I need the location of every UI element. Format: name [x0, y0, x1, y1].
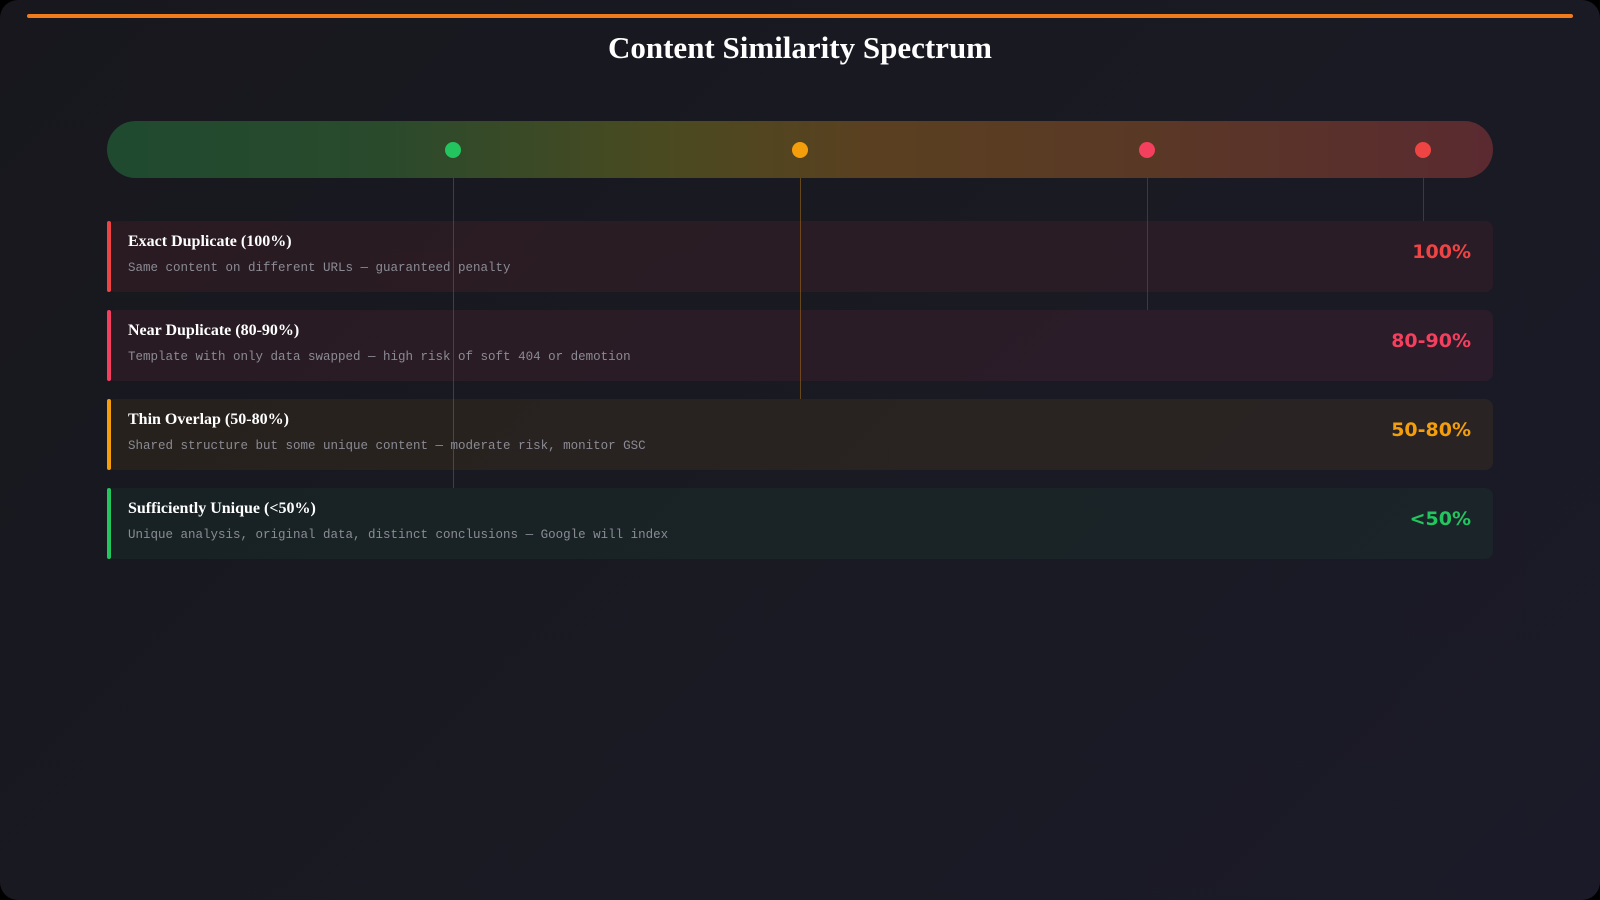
- tier-card-sufficiently-unique: Sufficiently Unique (<50%) Unique analys…: [107, 488, 1493, 559]
- connector-unique: [453, 178, 454, 488]
- tier-description: Unique analysis, original data, distinct…: [128, 528, 669, 542]
- tier-accent: [107, 488, 111, 559]
- marker-exact: [1415, 142, 1431, 158]
- tier-accent: [107, 310, 111, 381]
- tier-heading: Sufficiently Unique (<50%): [128, 500, 316, 517]
- tier-accent: [107, 221, 111, 292]
- tier-card-exact-duplicate: Exact Duplicate (100%) Same content on d…: [107, 221, 1493, 292]
- connector-near: [1147, 178, 1148, 310]
- accent-line: [27, 14, 1573, 18]
- marker-near: [1139, 142, 1155, 158]
- tier-heading: Thin Overlap (50-80%): [128, 411, 289, 428]
- tier-accent: [107, 399, 111, 470]
- page-title: Content Similarity Spectrum: [607, 30, 993, 65]
- tier-heading: Near Duplicate (80-90%): [128, 322, 300, 339]
- tier-description: Same content on different URLs — guarant…: [128, 261, 511, 275]
- marker-unique: [445, 142, 461, 158]
- tier-card-thin-overlap: Thin Overlap (50-80%) Shared structure b…: [107, 399, 1493, 470]
- tier-percent: 80-90%: [1391, 330, 1471, 352]
- tier-description: Template with only data swapped — high r…: [128, 350, 631, 364]
- marker-thin: [792, 142, 808, 158]
- tier-percent: 50-80%: [1391, 419, 1471, 441]
- connector-exact: [1423, 178, 1424, 221]
- tier-card-near-duplicate: Near Duplicate (80-90%) Template with on…: [107, 310, 1493, 381]
- tier-percent: 100%: [1412, 241, 1471, 263]
- connector-thin: [800, 178, 801, 399]
- tier-heading: Exact Duplicate (100%): [128, 233, 292, 250]
- tier-percent: <50%: [1409, 508, 1471, 530]
- tier-description: Shared structure but some unique content…: [128, 439, 646, 453]
